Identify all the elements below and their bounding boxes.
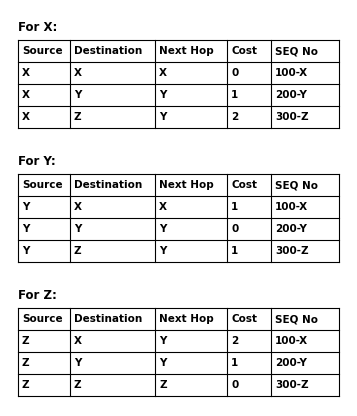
- Text: Destination: Destination: [74, 46, 142, 56]
- Text: SEQ No: SEQ No: [275, 46, 318, 56]
- Text: Y: Y: [22, 246, 29, 256]
- Text: X: X: [22, 90, 30, 100]
- Text: X: X: [74, 336, 82, 346]
- Text: Y: Y: [159, 358, 166, 368]
- Text: X: X: [159, 202, 167, 212]
- Text: 200-Y: 200-Y: [275, 358, 307, 368]
- Text: Z: Z: [22, 358, 30, 368]
- Text: 1: 1: [231, 202, 238, 212]
- Text: Next Hop: Next Hop: [159, 46, 214, 56]
- Text: Y: Y: [159, 112, 166, 122]
- Text: Z: Z: [159, 380, 167, 390]
- Text: X: X: [22, 112, 30, 122]
- Text: 2: 2: [231, 336, 238, 346]
- Text: Y: Y: [159, 90, 166, 100]
- Text: SEQ No: SEQ No: [275, 180, 318, 190]
- Text: X: X: [22, 68, 30, 78]
- Text: 1: 1: [231, 358, 238, 368]
- Text: Cost: Cost: [231, 180, 257, 190]
- Text: Y: Y: [159, 224, 166, 234]
- Text: SEQ No: SEQ No: [275, 314, 318, 324]
- Text: 300-Z: 300-Z: [275, 380, 308, 390]
- Text: X: X: [159, 68, 167, 78]
- Text: 1: 1: [231, 90, 238, 100]
- Text: For X:: For X:: [18, 21, 57, 34]
- Text: 300-Z: 300-Z: [275, 112, 308, 122]
- Text: Z: Z: [22, 380, 30, 390]
- Text: Z: Z: [74, 246, 82, 256]
- Text: Source: Source: [22, 180, 62, 190]
- Text: Destination: Destination: [74, 180, 142, 190]
- Text: 200-Y: 200-Y: [275, 224, 307, 234]
- Text: 100-X: 100-X: [275, 68, 308, 78]
- Text: For Y:: For Y:: [18, 155, 56, 168]
- Text: 1: 1: [231, 246, 238, 256]
- Text: Y: Y: [159, 246, 166, 256]
- Text: 100-X: 100-X: [275, 336, 308, 346]
- Text: Z: Z: [22, 336, 30, 346]
- Text: Y: Y: [74, 224, 81, 234]
- Text: Y: Y: [159, 336, 166, 346]
- Text: 0: 0: [231, 224, 238, 234]
- Text: 0: 0: [231, 68, 238, 78]
- Text: Z: Z: [74, 380, 82, 390]
- Text: Destination: Destination: [74, 314, 142, 324]
- Text: Y: Y: [74, 90, 81, 100]
- Text: 2: 2: [231, 112, 238, 122]
- Text: 100-X: 100-X: [275, 202, 308, 212]
- Text: Y: Y: [74, 358, 81, 368]
- Text: Y: Y: [22, 202, 29, 212]
- Text: Cost: Cost: [231, 46, 257, 56]
- Text: For Z:: For Z:: [18, 289, 57, 302]
- Text: X: X: [74, 68, 82, 78]
- Text: Next Hop: Next Hop: [159, 180, 214, 190]
- Text: X: X: [74, 202, 82, 212]
- Text: Next Hop: Next Hop: [159, 314, 214, 324]
- Text: Source: Source: [22, 46, 62, 56]
- Text: Z: Z: [74, 112, 82, 122]
- Text: 200-Y: 200-Y: [275, 90, 307, 100]
- Text: Cost: Cost: [231, 314, 257, 324]
- Text: 0: 0: [231, 380, 238, 390]
- Text: 300-Z: 300-Z: [275, 246, 308, 256]
- Text: Y: Y: [22, 224, 29, 234]
- Text: Source: Source: [22, 314, 62, 324]
